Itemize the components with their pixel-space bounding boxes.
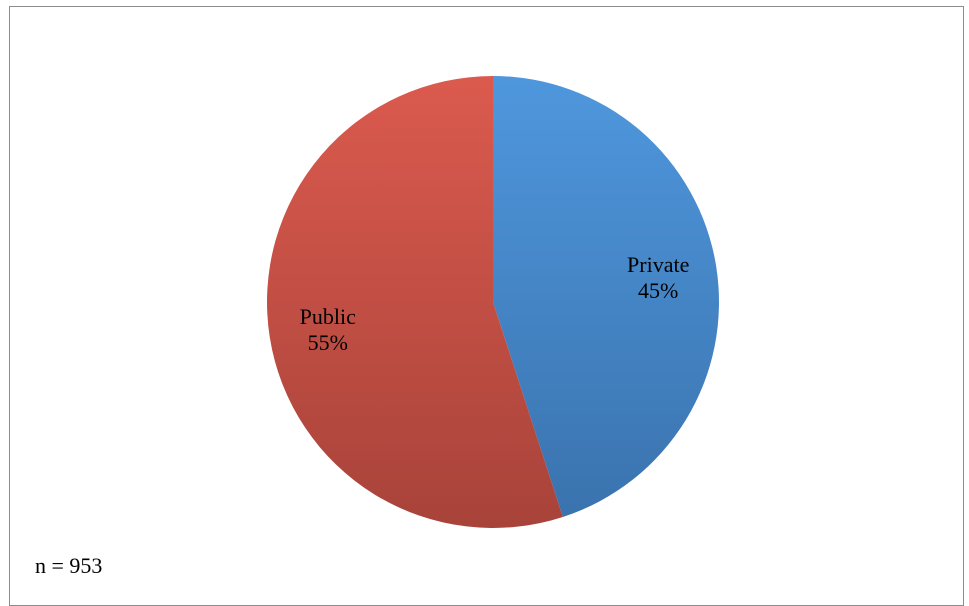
slice-value-public: 55% — [308, 330, 348, 355]
sample-size-note: n = 953 — [35, 553, 103, 578]
slice-label-public: Public — [300, 304, 356, 329]
slice-value-private: 45% — [638, 278, 678, 303]
slice-label-private: Private — [627, 252, 689, 277]
pie-slice-private — [493, 76, 720, 517]
pie-slice-public — [267, 76, 563, 528]
pie-slices — [267, 76, 720, 528]
